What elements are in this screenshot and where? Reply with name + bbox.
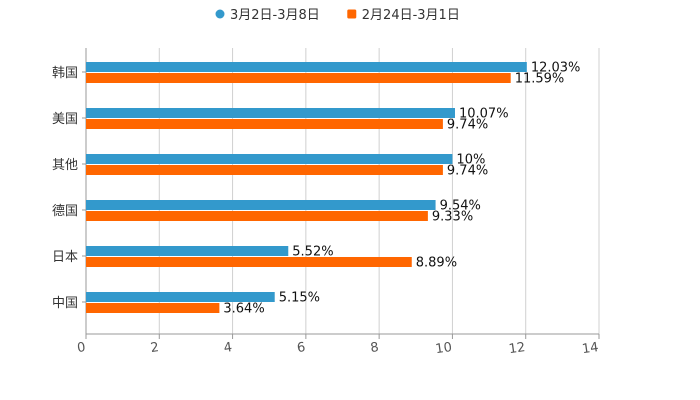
bar-previous-week — [86, 119, 443, 129]
data-label: 9.33% — [432, 210, 473, 225]
legend-label: 3月2日-3月8日 — [230, 8, 320, 23]
bar-current-week — [86, 246, 289, 256]
data-label: 5.15% — [279, 291, 320, 306]
bar-current-week — [86, 108, 455, 118]
x-tick-label: 4 — [223, 340, 233, 356]
x-tick-label: 6 — [296, 340, 306, 356]
category-label: 其他 — [52, 158, 78, 173]
data-label: 10% — [456, 153, 485, 168]
bar-current-week — [86, 200, 436, 210]
bar-current-week — [86, 292, 275, 302]
x-tick-label: 14 — [581, 340, 599, 357]
data-label: 11.59% — [515, 72, 565, 87]
x-tick-label: 2 — [150, 340, 160, 356]
data-label: 9.74% — [447, 118, 488, 133]
x-tick-label: 10 — [435, 340, 453, 357]
x-tick-label: 0 — [76, 340, 86, 356]
data-label: 10.07% — [459, 107, 509, 122]
x-tick-label: 8 — [369, 340, 379, 356]
bar-previous-week — [86, 211, 428, 221]
category-label: 韩国 — [52, 66, 78, 81]
bar-previous-week — [86, 257, 412, 267]
legend-label: 2月24日-3月1日 — [362, 8, 460, 23]
category-label: 中国 — [52, 296, 78, 311]
legend-marker-square — [347, 9, 357, 19]
data-label: 9.74% — [447, 164, 488, 179]
bar-current-week — [86, 62, 527, 72]
bar-previous-week — [86, 303, 220, 313]
data-label: 8.89% — [416, 256, 457, 271]
data-label: 5.52% — [292, 245, 333, 260]
bar-previous-week — [86, 165, 443, 175]
category-label: 德国 — [52, 204, 78, 219]
bar-current-week — [86, 154, 453, 164]
legend-marker-circle — [215, 9, 225, 19]
data-label: 12.03% — [531, 61, 581, 76]
data-label: 9.54% — [440, 199, 481, 214]
data-label: 3.64% — [223, 302, 264, 317]
bar-previous-week — [86, 73, 511, 83]
category-label: 美国 — [52, 112, 78, 127]
x-tick-label: 12 — [508, 340, 526, 357]
category-label: 日本 — [52, 250, 78, 265]
